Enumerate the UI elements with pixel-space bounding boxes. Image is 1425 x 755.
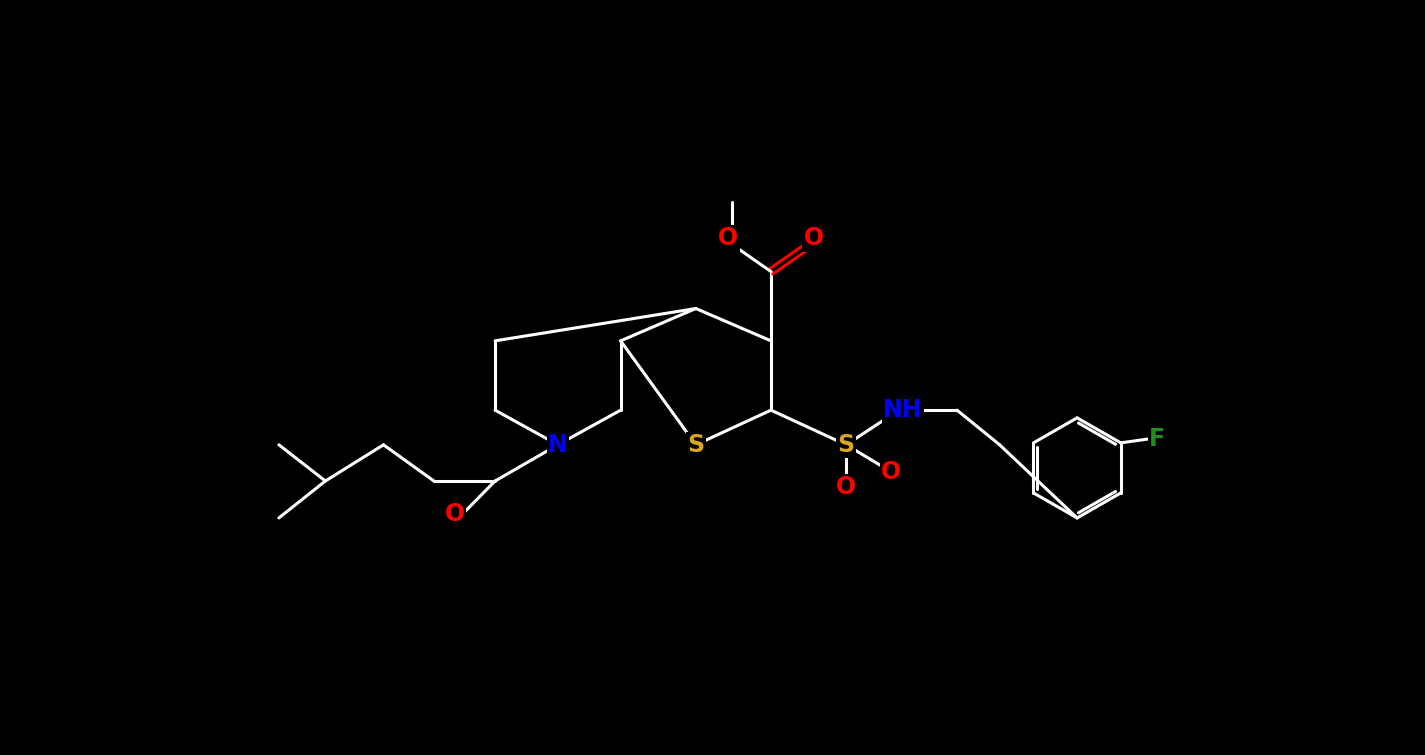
Text: O: O	[836, 475, 856, 499]
Text: F: F	[1149, 427, 1166, 451]
Text: S: S	[687, 433, 704, 457]
Text: O: O	[445, 502, 465, 526]
Text: NH: NH	[884, 398, 922, 422]
Text: O: O	[881, 460, 901, 484]
Text: N: N	[549, 433, 567, 457]
Text: O: O	[718, 226, 738, 251]
Text: S: S	[838, 433, 855, 457]
Text: O: O	[804, 226, 824, 251]
